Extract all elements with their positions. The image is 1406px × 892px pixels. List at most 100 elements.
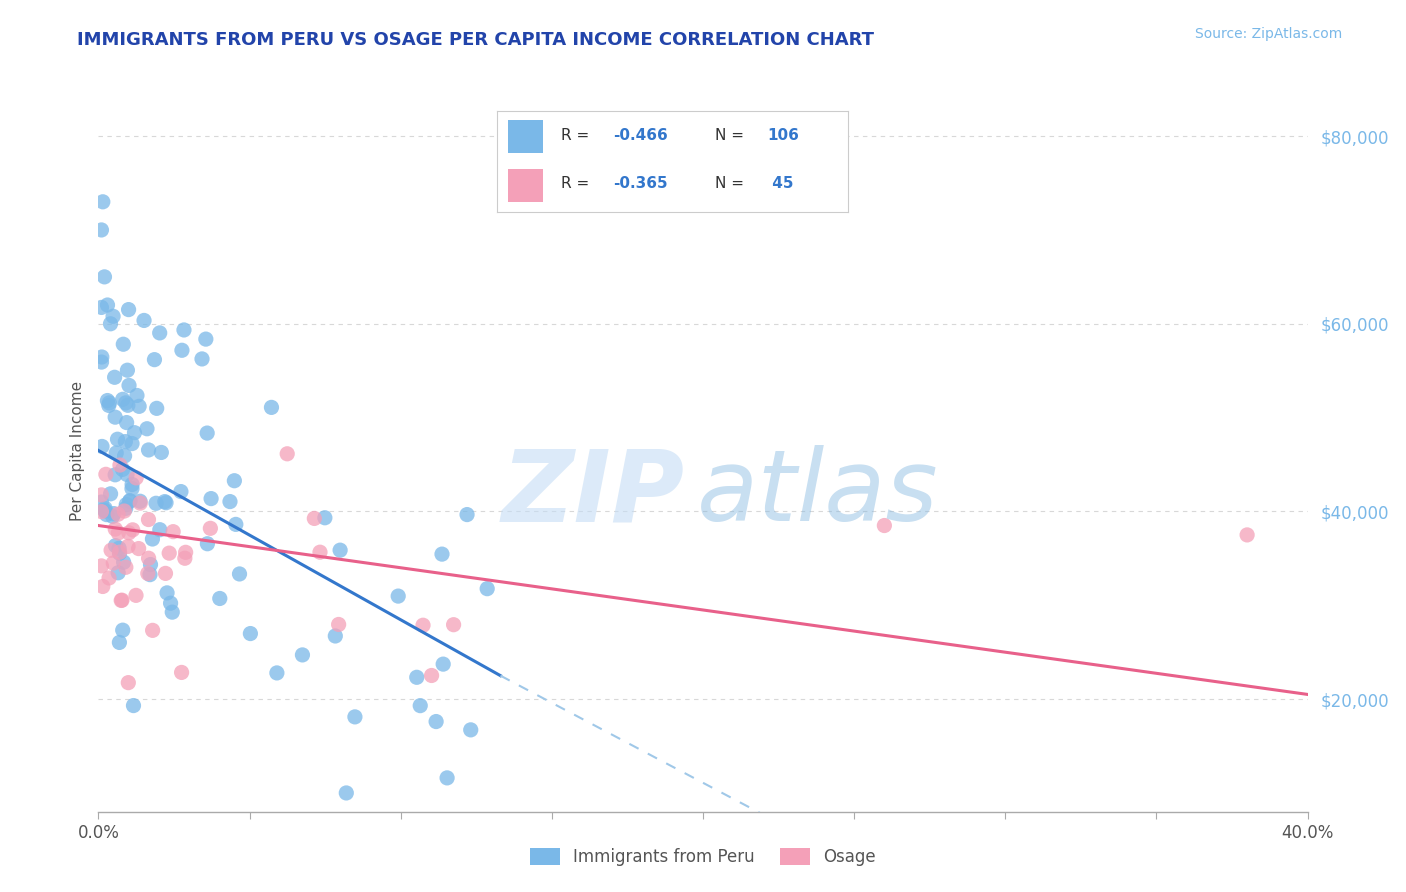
Point: [174, 545, 197, 559]
Text: ZIP: ZIP: [502, 445, 685, 542]
Point: [155, 566, 177, 581]
Point: [91, 440, 114, 454]
Point: [108, 458, 131, 472]
Point: [405, 670, 427, 684]
Point: [108, 541, 131, 556]
Point: [91, 194, 114, 209]
Point: [104, 539, 127, 553]
Point: [138, 551, 160, 566]
Point: [115, 560, 138, 574]
Point: [100, 543, 122, 558]
Point: [436, 771, 458, 785]
Point: [200, 521, 222, 535]
Point: [173, 551, 195, 566]
Point: [101, 509, 124, 524]
Point: [157, 546, 180, 560]
Point: [208, 591, 231, 606]
Point: [129, 494, 152, 508]
Point: [430, 547, 453, 561]
Point: [136, 566, 159, 581]
Point: [117, 302, 139, 317]
Point: [93, 269, 115, 284]
Point: [141, 532, 163, 546]
Point: [90, 495, 112, 509]
Point: [111, 462, 134, 476]
Point: [90, 350, 112, 364]
Point: [111, 593, 134, 607]
Point: [128, 541, 150, 556]
Point: [276, 447, 298, 461]
Point: [107, 507, 129, 521]
Point: [162, 605, 184, 619]
Point: [150, 445, 173, 459]
Point: [138, 442, 160, 457]
Point: [112, 504, 135, 518]
Point: [107, 566, 129, 580]
Point: [143, 352, 166, 367]
Point: [122, 698, 145, 713]
Point: [91, 579, 114, 593]
Point: [343, 710, 366, 724]
Point: [90, 301, 112, 315]
Point: [117, 363, 139, 377]
Point: [387, 589, 409, 603]
Point: [225, 517, 247, 532]
Point: [118, 525, 141, 540]
Point: [309, 545, 332, 559]
Point: [118, 494, 141, 508]
Point: [328, 617, 350, 632]
Point: [145, 496, 167, 510]
Point: [101, 310, 124, 324]
Point: [114, 434, 136, 449]
Point: [132, 313, 155, 327]
Text: IMMIGRANTS FROM PERU VS OSAGE PER CAPITA INCOME CORRELATION CHART: IMMIGRANTS FROM PERU VS OSAGE PER CAPITA…: [77, 31, 875, 49]
Point: [197, 537, 219, 551]
Point: [153, 494, 176, 508]
Point: [1236, 528, 1258, 542]
Point: [121, 482, 143, 496]
Point: [90, 355, 112, 369]
Point: [104, 467, 127, 482]
Point: [90, 488, 112, 502]
Point: [329, 543, 352, 558]
Point: [139, 558, 162, 572]
Point: [96, 393, 118, 408]
Point: [194, 332, 217, 346]
Point: [90, 558, 112, 573]
Point: [200, 491, 222, 506]
Point: [100, 487, 122, 501]
Point: [117, 675, 139, 690]
Point: [260, 401, 283, 415]
Point: [118, 378, 141, 392]
Point: [104, 410, 127, 425]
Point: [304, 511, 326, 525]
Point: [94, 504, 117, 518]
Point: [125, 388, 148, 402]
Point: [138, 512, 160, 526]
Point: [335, 786, 357, 800]
Point: [420, 668, 443, 682]
Point: [155, 496, 177, 510]
Point: [456, 508, 478, 522]
Point: [173, 323, 195, 337]
Point: [128, 400, 150, 414]
Text: Source: ZipAtlas.com: Source: ZipAtlas.com: [1195, 27, 1343, 41]
Point: [104, 370, 127, 384]
Point: [460, 723, 482, 737]
Point: [111, 392, 134, 407]
Point: [98, 571, 121, 585]
Point: [118, 493, 141, 508]
Point: [105, 446, 128, 460]
Point: [409, 698, 432, 713]
Point: [412, 618, 434, 632]
Point: [195, 426, 218, 441]
Point: [110, 593, 132, 607]
Point: [115, 416, 138, 430]
Point: [94, 501, 117, 516]
Point: [149, 523, 172, 537]
Point: [96, 298, 118, 312]
Point: [162, 524, 184, 539]
Point: [425, 714, 447, 729]
Point: [103, 556, 125, 570]
Point: [239, 626, 262, 640]
